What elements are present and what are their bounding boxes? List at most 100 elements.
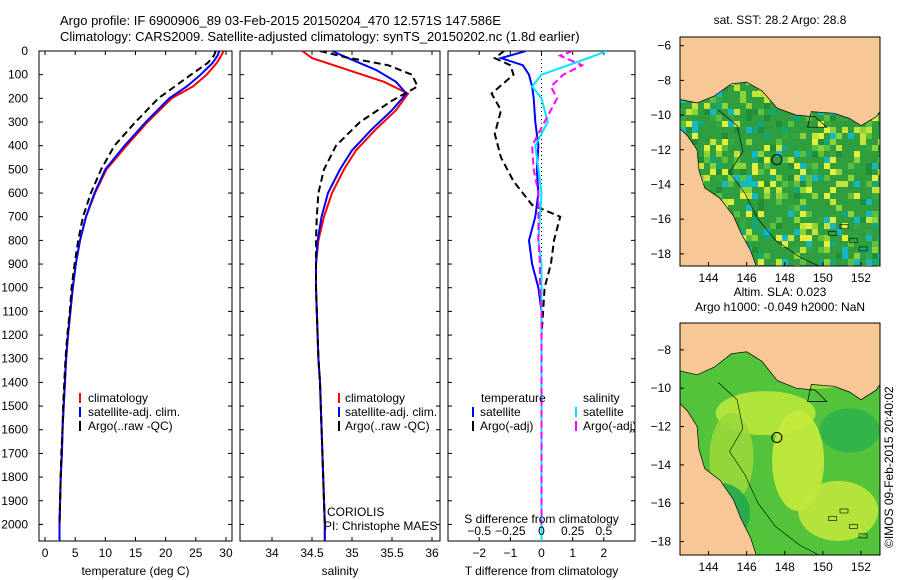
sst-cell — [830, 157, 836, 163]
x-tick-label: 146 — [737, 271, 757, 285]
x-tick-label: 152 — [851, 560, 871, 574]
sst-cell — [806, 181, 812, 187]
sst-cell — [866, 121, 872, 127]
sst-cell — [740, 169, 746, 175]
sst-cell — [740, 163, 746, 169]
sst-cell — [740, 91, 746, 97]
legend-label: satellite-adj. clim. — [88, 405, 180, 419]
sst-cell — [722, 157, 728, 163]
sst-cell — [764, 115, 770, 121]
sst-cell — [800, 175, 806, 181]
sst-cell — [758, 169, 764, 175]
coastline — [680, 81, 880, 266]
sst-cell — [776, 145, 782, 151]
sst-cell — [800, 187, 806, 193]
sst-cell — [782, 235, 788, 241]
sst-cell — [794, 115, 800, 121]
sst-cell — [794, 133, 800, 139]
sst-cell — [818, 175, 824, 181]
sst-cell — [722, 139, 728, 145]
sst-cell — [734, 175, 740, 181]
x-tick-label: 1 — [569, 546, 576, 560]
sst-cell — [764, 97, 770, 103]
sst-cell — [758, 127, 764, 133]
depth-tick-label: 1400 — [1, 375, 28, 389]
sst-cell — [836, 133, 842, 139]
sst-cell — [872, 115, 878, 121]
sst-cell — [866, 169, 872, 175]
sst-cell — [782, 133, 788, 139]
sst-cell — [824, 241, 830, 247]
depth-tick-label: 1900 — [1, 494, 28, 508]
sst-cell — [758, 211, 764, 217]
sst-cell — [836, 145, 842, 151]
sst-cell — [752, 169, 758, 175]
sst-cell — [872, 175, 878, 181]
sst-cell — [680, 121, 686, 127]
y-tick-label: −18 — [651, 535, 672, 549]
sst-cell — [860, 133, 866, 139]
sst-cell — [776, 175, 782, 181]
sst-cell — [680, 115, 686, 121]
series-group — [301, 51, 419, 541]
sst-cell — [818, 139, 824, 145]
y-tick-label: −10 — [651, 381, 672, 395]
temperature-panel: 0 5 10 15 20 25 30 temperature (deg C) climatolo… — [38, 50, 233, 578]
sst-cell — [788, 163, 794, 169]
x-tick-label: 150 — [813, 560, 833, 574]
sst-cell — [776, 223, 782, 229]
sst-cell — [710, 139, 716, 145]
x-tick-label: 146 — [737, 560, 757, 574]
sst-cell — [854, 217, 860, 223]
sst-cell — [728, 181, 734, 187]
legend-label: climatology — [345, 391, 405, 405]
sst-cell — [764, 103, 770, 109]
sla-map: 144 146 148 150 152 −8 −10 −12 −14 −16 −18 Altim. S… — [651, 285, 881, 574]
sst-cell — [848, 241, 854, 247]
x-axis-label: salinity — [322, 564, 359, 578]
sst-cell — [716, 163, 722, 169]
sst-cell — [860, 127, 866, 133]
sst-cell — [878, 139, 880, 145]
sst-cell — [812, 223, 818, 229]
sst-cell — [746, 175, 752, 181]
sst-cell — [728, 139, 734, 145]
sst-cell — [704, 175, 710, 181]
series-group — [58, 51, 225, 541]
sst-cell — [776, 199, 782, 205]
sst-cell — [716, 175, 722, 181]
x-tick-label: 148 — [775, 560, 795, 574]
sst-cell — [800, 223, 806, 229]
title-line-2: Climatology: CARS2009. Satellite-adjuste… — [60, 29, 580, 44]
sst-cell — [866, 247, 872, 253]
sst-cell — [866, 211, 872, 217]
s-tick-label: 0.5 — [595, 524, 612, 538]
sst-cell — [788, 205, 794, 211]
sst-cell — [692, 127, 698, 133]
legend-header-temperature: temperature — [481, 391, 546, 405]
sst-cell — [698, 121, 704, 127]
reef-outline — [828, 231, 837, 236]
sst-cell — [752, 91, 758, 97]
sst-cell — [842, 127, 848, 133]
depth-tick-label: 1500 — [1, 399, 28, 413]
sst-cell — [800, 247, 806, 253]
sst-cell — [770, 169, 776, 175]
sst-cell — [704, 109, 710, 115]
sst-cell — [836, 115, 842, 121]
sst-cell — [854, 259, 860, 265]
sst-cell — [746, 235, 752, 241]
sst-cell — [800, 181, 806, 187]
sst-cell — [770, 109, 776, 115]
sst-cell — [728, 115, 734, 121]
sst-cell — [878, 157, 880, 163]
depth-tick-label: 1200 — [1, 328, 28, 342]
sst-cell — [872, 211, 878, 217]
depth-tick-label: 300 — [8, 115, 28, 129]
sst-cell — [812, 169, 818, 175]
sst-cell — [866, 217, 872, 223]
sst-cell — [782, 193, 788, 199]
sst-cell — [704, 103, 710, 109]
sst-cell — [854, 181, 860, 187]
annotation-pi: PI: Christophe MAES — [324, 519, 437, 533]
